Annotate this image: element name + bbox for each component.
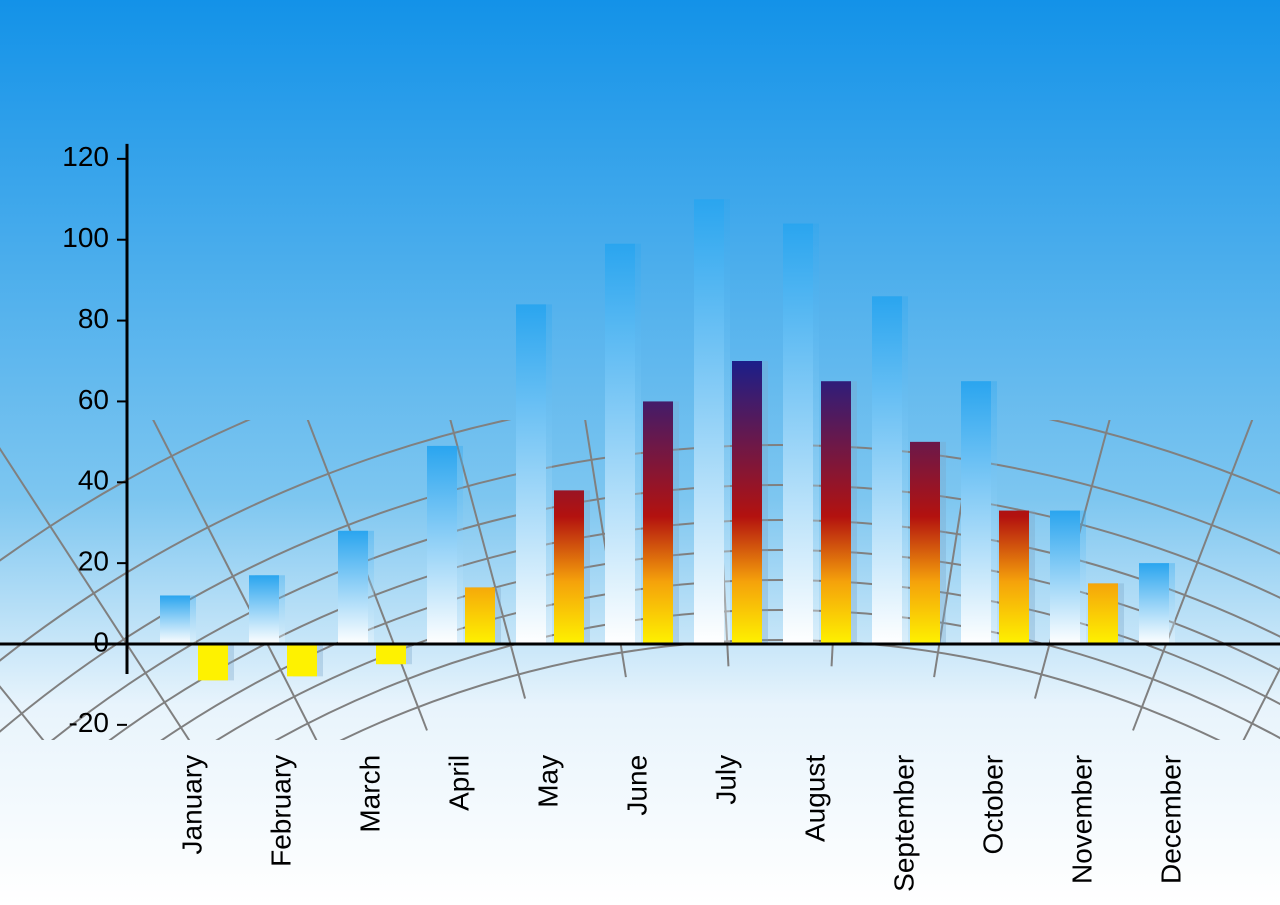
- bar-secondary: [999, 511, 1029, 644]
- y-tick-label: 60: [78, 384, 109, 415]
- bar-primary: [872, 296, 902, 644]
- bar-primary: [1050, 511, 1080, 644]
- x-tick-label: January: [176, 755, 207, 855]
- bar-secondary: [643, 401, 673, 644]
- x-tick-label: October: [977, 755, 1008, 855]
- bar-primary: [427, 446, 457, 644]
- y-tick-label: 20: [78, 546, 109, 577]
- bar-primary: [338, 531, 368, 644]
- bar-primary: [694, 199, 724, 644]
- bar-primary: [516, 304, 546, 644]
- y-tick-label: 80: [78, 303, 109, 334]
- x-tick-label: September: [888, 755, 919, 892]
- bar-primary: [160, 595, 190, 644]
- x-tick-label: November: [1066, 755, 1097, 884]
- y-tick-label: -20: [69, 707, 109, 738]
- bar-secondary: [376, 644, 406, 664]
- x-tick-label: April: [443, 755, 474, 811]
- x-tick-label: March: [354, 755, 385, 833]
- bar-secondary: [821, 381, 851, 644]
- chart-container: -20 0 20 40 60 80 100 120 January February March A…: [0, 0, 1280, 905]
- y-tick-label: 40: [78, 465, 109, 496]
- y-tick-label: 120: [62, 141, 109, 172]
- bar-secondary: [732, 361, 762, 644]
- x-tick-label: December: [1155, 755, 1186, 884]
- bar-primary: [1139, 563, 1169, 644]
- bar-primary: [249, 575, 279, 644]
- monthly-bar-chart: -20 0 20 40 60 80 100 120 January February March A…: [0, 0, 1280, 905]
- y-tick-label: 0: [93, 626, 109, 657]
- bar-secondary: [287, 644, 317, 676]
- x-tick-label: August: [799, 755, 830, 842]
- bar-secondary: [465, 587, 495, 644]
- y-tick-label: 100: [62, 222, 109, 253]
- bar-primary: [961, 381, 991, 644]
- bar-secondary: [1088, 583, 1118, 644]
- bar-secondary: [910, 442, 940, 644]
- bar-primary: [605, 244, 635, 644]
- x-tick-label: February: [265, 755, 296, 867]
- x-tick-label: June: [621, 755, 652, 816]
- x-tick-label: May: [532, 755, 563, 808]
- bar-secondary: [554, 490, 584, 644]
- bar-primary: [783, 224, 813, 644]
- x-tick-label: July: [710, 755, 741, 805]
- bar-secondary: [198, 644, 228, 680]
